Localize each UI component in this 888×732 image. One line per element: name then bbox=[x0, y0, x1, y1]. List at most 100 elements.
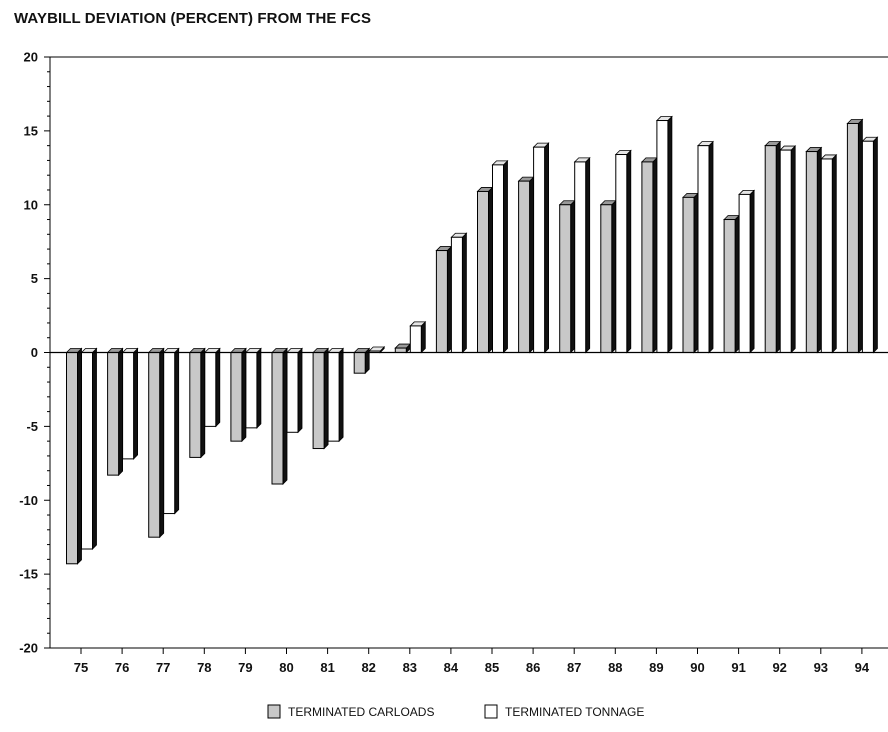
bar-carloads bbox=[599, 199, 617, 354]
bar-side-face bbox=[790, 145, 796, 354]
bar-carloads bbox=[558, 199, 576, 354]
bar-front-face bbox=[861, 140, 874, 353]
bar-front-face bbox=[600, 204, 613, 353]
bar-side-face bbox=[873, 136, 878, 354]
bar-side-face bbox=[775, 140, 781, 354]
bar-side-face bbox=[77, 347, 82, 565]
bar-tonnage bbox=[614, 149, 632, 354]
bar-tonnage bbox=[368, 346, 386, 354]
y-tick-label: 15 bbox=[24, 123, 38, 138]
bar-side-face bbox=[256, 347, 262, 429]
bar-side-face bbox=[749, 189, 755, 354]
bar-front-face bbox=[764, 145, 777, 353]
bar-side-face bbox=[174, 347, 180, 515]
bar-front-face bbox=[477, 190, 489, 353]
bar-tonnage bbox=[655, 115, 673, 354]
bar-front-face bbox=[682, 196, 695, 353]
bar-front-face bbox=[271, 352, 284, 485]
bar-front-face bbox=[230, 352, 243, 442]
bar-side-face bbox=[652, 156, 658, 354]
y-tick-label: -10 bbox=[19, 493, 38, 508]
bar-tonnage bbox=[491, 159, 509, 354]
bar-front-face bbox=[656, 120, 669, 353]
bar-carloads bbox=[764, 140, 782, 354]
bar-front-face bbox=[723, 219, 736, 353]
bar-side-face bbox=[92, 347, 97, 550]
bar-front-face bbox=[394, 347, 407, 354]
bar-front-face bbox=[779, 149, 792, 353]
bar-carloads bbox=[805, 146, 823, 354]
bar-carloads bbox=[723, 214, 741, 354]
bar-carloads bbox=[271, 347, 288, 485]
y-tick-label: 0 bbox=[31, 345, 38, 360]
bar-tonnage bbox=[327, 347, 345, 443]
legend-swatch bbox=[267, 704, 281, 719]
x-tick-label: 85 bbox=[485, 660, 499, 675]
bar-front-face bbox=[492, 164, 504, 353]
bar-front-face bbox=[846, 122, 859, 353]
bar-front-face bbox=[820, 158, 833, 353]
bar-tonnage bbox=[861, 136, 879, 354]
bar-tonnage bbox=[80, 347, 98, 550]
bar-side-face bbox=[118, 347, 123, 477]
bar-front-face bbox=[148, 352, 161, 538]
bar-carloads bbox=[188, 347, 206, 459]
bars bbox=[65, 115, 879, 565]
x-tick-label: 77 bbox=[156, 660, 170, 675]
x-tick-label: 76 bbox=[115, 660, 129, 675]
x-tick-label: 80 bbox=[279, 660, 293, 675]
bar-side-face bbox=[626, 149, 632, 354]
x-tick-label: 90 bbox=[690, 660, 704, 675]
x-tick-label: 86 bbox=[526, 660, 540, 675]
bar-carloads bbox=[517, 176, 535, 354]
y-tick-label: -5 bbox=[26, 419, 38, 434]
y-tick-label: 20 bbox=[24, 50, 38, 65]
bar-front-face bbox=[107, 352, 120, 476]
bar-side-face bbox=[858, 118, 863, 354]
bar-front-face bbox=[697, 145, 710, 353]
x-tick-label: 82 bbox=[361, 660, 375, 675]
bar-side-face bbox=[611, 199, 617, 354]
bar-side-face bbox=[215, 347, 221, 428]
bar-side-face bbox=[446, 245, 452, 354]
bar-front-face bbox=[286, 352, 299, 433]
bar-side-face bbox=[585, 156, 591, 354]
bar-side-face bbox=[297, 347, 303, 434]
bar-front-face bbox=[409, 325, 422, 353]
bar-side-face bbox=[529, 176, 534, 354]
x-tick-label: 75 bbox=[74, 660, 88, 675]
x-tick-label: 93 bbox=[814, 660, 828, 675]
x-tick-label: 78 bbox=[197, 660, 211, 675]
bar-front-face bbox=[805, 151, 818, 353]
bar-tonnage bbox=[409, 320, 427, 354]
x-tick-label: 84 bbox=[444, 660, 459, 675]
bar-front-face bbox=[81, 352, 93, 550]
bar-side-face bbox=[159, 347, 165, 539]
y-tick-label: -15 bbox=[19, 567, 38, 582]
bar-tonnage bbox=[162, 347, 180, 515]
bar-front-face bbox=[122, 352, 135, 460]
bar-carloads bbox=[394, 343, 412, 354]
bar-side-face bbox=[200, 347, 206, 459]
bar-side-face bbox=[570, 199, 576, 354]
bar-side-face bbox=[503, 159, 508, 354]
x-tick-label: 81 bbox=[320, 660, 334, 675]
bar-front-face bbox=[615, 154, 628, 353]
bar-carloads bbox=[476, 186, 494, 354]
legend-label: TERMINATED CARLOADS bbox=[288, 705, 434, 719]
bar-front-face bbox=[353, 352, 366, 374]
bar-carloads bbox=[435, 245, 453, 354]
bar-front-face bbox=[641, 161, 654, 353]
bar-carloads bbox=[682, 192, 699, 354]
bar-tonnage bbox=[820, 153, 838, 354]
y-tick-label: 5 bbox=[31, 271, 38, 286]
bar-front-face bbox=[163, 352, 176, 515]
bar-tonnage bbox=[738, 189, 756, 354]
bar-side-face bbox=[133, 347, 139, 460]
bar-carloads bbox=[846, 118, 864, 354]
y-tick-label: -20 bbox=[19, 641, 38, 656]
x-tick-label: 91 bbox=[731, 660, 745, 675]
chart-title: WAYBILL DEVIATION (PERCENT) FROM THE FCS bbox=[14, 10, 372, 27]
bar-front-face bbox=[450, 236, 463, 354]
